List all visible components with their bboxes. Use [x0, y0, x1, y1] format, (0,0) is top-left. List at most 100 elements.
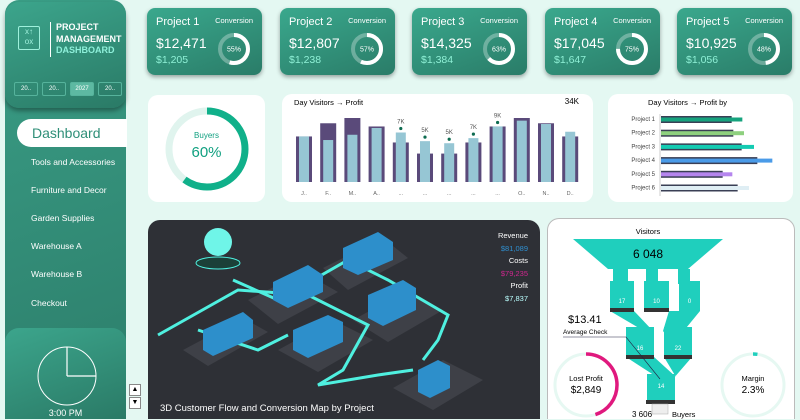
profit-bar	[661, 186, 749, 190]
svg-text:57%: 57%	[360, 47, 374, 54]
project-profit-bar-chart: Project 1 Project 2 Project 3 Project 4 Proj…	[631, 114, 773, 196]
kpi-title: Project 1	[156, 16, 200, 28]
year-button[interactable]: 20..	[42, 82, 66, 96]
profit-bar	[444, 143, 455, 182]
visitors-label: Visitors	[635, 227, 661, 236]
lost-profit-arc	[553, 352, 619, 418]
profit-bar	[661, 158, 773, 163]
kpi-conversion-label: Conversion	[348, 16, 386, 25]
kpi-title: Project 4	[554, 16, 598, 28]
kpi-revenue: $12,471	[156, 35, 207, 51]
strategy-board-icon: x↑ ox	[18, 26, 40, 50]
visitors-profit-chart-card: Day Visitors → Profit 34K J.. F.. M.. A.. 7K…	[282, 94, 593, 202]
month-tick-label: ...	[423, 191, 428, 197]
kpi-revenue: $10,925	[686, 35, 737, 51]
conversion-ring: 75%	[616, 33, 648, 65]
profit-value: $7,837	[505, 293, 528, 303]
clock-widget: 3:00 PM	[5, 328, 126, 419]
bar-label: 7K	[397, 119, 404, 125]
kpi-card-project-1[interactable]: Project 1 Conversion $12,471 $1,205 55%	[147, 8, 262, 75]
scroll-up-button[interactable]: ▲	[129, 384, 141, 396]
nav-tools-and-accessories[interactable]: Tools and Accessories	[31, 157, 116, 167]
profit-bar	[371, 127, 382, 182]
month-tick-label: ...	[495, 191, 500, 197]
customer-flow-map: Revenue $81,089 Costs $79,235 Profit $7,…	[148, 220, 540, 419]
month-tick-label: M..	[349, 191, 357, 197]
project-tick-label: Project 1	[631, 117, 655, 123]
marker-dot	[447, 137, 451, 141]
project-tick-label: Project 2	[631, 131, 655, 137]
kpi-revenue: $14,325	[421, 35, 472, 51]
kpi-profit: $1,647	[554, 54, 587, 66]
month-tick-label: ...	[447, 191, 452, 197]
year-selector: 20.. 20.. 2027 20..	[14, 82, 122, 96]
nav-warehouse-a[interactable]: Warehouse A	[31, 241, 82, 251]
month-tick-label: D..	[567, 191, 575, 197]
kpi-card-project-3[interactable]: Project 3 Conversion $14,325 $1,384 63%	[412, 8, 527, 75]
clock-time: 3:00 PM	[48, 408, 83, 418]
profit-bar	[299, 136, 309, 182]
kpi-profit: $1,056	[686, 54, 719, 66]
buyers-card: Buyers 60%	[148, 95, 265, 202]
kpi-card-project-5[interactable]: Project 5 Conversion $10,925 $1,056 48%	[677, 8, 792, 75]
profit-bar	[661, 117, 743, 122]
month-tick-label: ...	[399, 191, 404, 197]
average-check-label: Average Check	[563, 329, 608, 336]
conversion-ring: 55%	[218, 33, 250, 65]
conversion-ring: 63%	[483, 33, 515, 65]
kpi-title: Project 3	[421, 16, 465, 28]
profit-bar	[661, 172, 733, 177]
project-tick-label: Project 5	[631, 172, 655, 178]
svg-text:55%: 55%	[227, 47, 241, 54]
kpi-conversion-label: Conversion	[480, 16, 518, 25]
conversion-funnel-card: Visitors 6 048 17 10 0 16 22 14 3 606 Bu…	[547, 218, 795, 419]
scroll-down-button[interactable]: ▼	[129, 397, 141, 409]
chart-title: Day Visitors → Profit	[294, 98, 364, 107]
conversion-ring: 57%	[351, 33, 383, 65]
nav-checkout[interactable]: Checkout	[31, 298, 67, 308]
month-tick-label: J..	[301, 191, 307, 197]
project-profit-chart-card: Day Visitors → Profit by Project 1 Projec…	[608, 94, 793, 202]
year-button[interactable]: 20..	[98, 82, 122, 96]
clock-icon	[37, 346, 97, 406]
marker-dot	[496, 120, 500, 125]
project-tick-label: Project 6	[631, 186, 655, 192]
month-tick-label: ...	[471, 191, 476, 197]
marker-dot	[423, 135, 427, 139]
conversion-ring: 48%	[748, 33, 780, 65]
marker-dot	[399, 126, 403, 131]
nav-warehouse-b[interactable]: Warehouse B	[31, 269, 83, 279]
marker-dot	[471, 132, 475, 136]
profit-bar	[661, 131, 744, 136]
buyers-arc	[165, 107, 249, 191]
kpi-conversion-label: Conversion	[613, 16, 651, 25]
kpi-title: Project 2	[289, 16, 333, 28]
project-tick-label: Project 3	[631, 144, 655, 150]
profit-bar	[395, 132, 406, 182]
nav-garden-supplies[interactable]: Garden Supplies	[31, 213, 95, 223]
project-tick-label: Project 4	[631, 158, 655, 164]
funnel-chart	[553, 239, 786, 418]
margin-value: 2.3%	[741, 385, 765, 396]
kpi-card-project-4[interactable]: Project 4 Conversion $17,045 $1,647 75%	[545, 8, 660, 75]
bar-label: 5K	[446, 130, 453, 136]
year-button-active[interactable]: 2027	[70, 82, 94, 96]
buyers-donut	[165, 107, 249, 191]
month-tick-label: O..	[518, 191, 526, 197]
month-tick-label: F..	[325, 191, 331, 197]
profit-bar	[347, 134, 358, 182]
nav-dashboard[interactable]: Dashboard	[17, 119, 127, 147]
nav-furniture-and-decor[interactable]: Furniture and Decor	[31, 185, 107, 195]
kpi-title: Project 5	[686, 16, 730, 28]
margin-arc	[720, 352, 786, 418]
chart-title: Day Visitors → Profit by	[648, 98, 728, 107]
buyers-value: 60%	[191, 144, 222, 161]
bar-label: 9K	[494, 113, 501, 119]
kpi-profit: $1,238	[289, 54, 322, 66]
sidebar-header: x↑ ox PROJECT MANAGEMENT DASHBOARD 20.. 2…	[5, 2, 126, 108]
bar-label: 5K	[421, 128, 428, 134]
month-tick-label: N..	[542, 191, 550, 197]
kpi-card-project-2[interactable]: Project 2 Conversion $12,807 $1,238 57%	[280, 8, 395, 75]
year-button[interactable]: 20..	[14, 82, 38, 96]
buyers-count: 3 606	[632, 410, 653, 419]
